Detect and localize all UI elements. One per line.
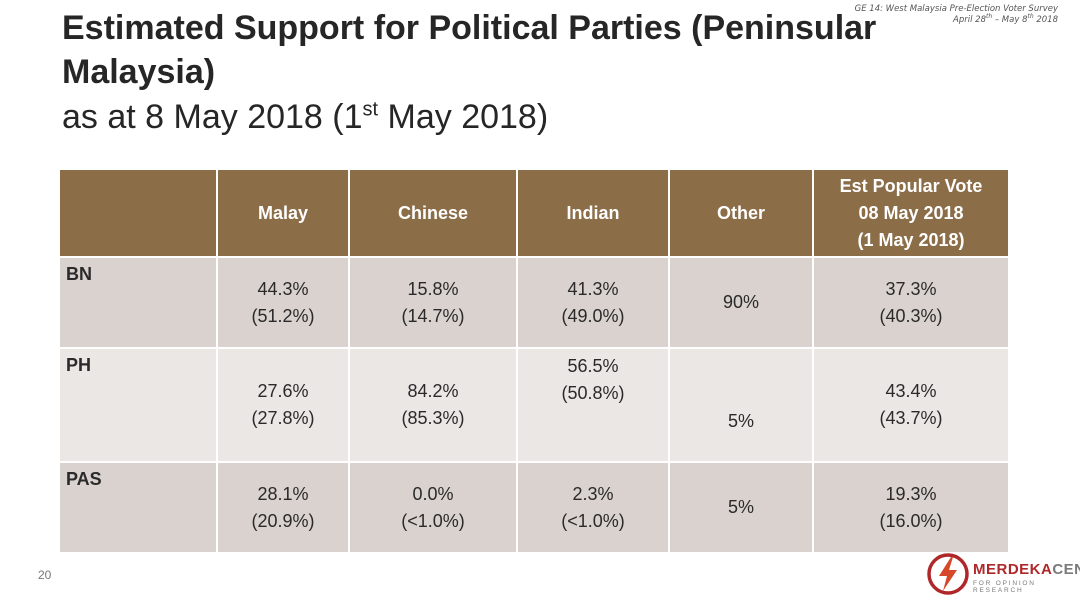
value-current: 41.3%: [567, 278, 619, 299]
value-previous: (<1.0%): [401, 510, 465, 531]
value-previous: (14.7%): [401, 305, 465, 326]
party-name: PH: [58, 347, 218, 463]
header-party: [58, 168, 218, 258]
table-row-bn: BN 44.3% (51.2%) 15.8% (14.7%) 41.3% (49.0%…: [58, 256, 1010, 349]
survey-date-start: April 28: [953, 15, 986, 25]
value-current: 43.4%: [885, 381, 937, 401]
header-malay: Malay: [216, 168, 350, 258]
logo-tagline: FOR OPINION RESEARCH: [973, 580, 1036, 594]
merdeka-center-logo: MERDEKACENTER FOR OPINION RESEARCH: [926, 552, 1080, 600]
cell-popular-vote: 43.4% (43.7%): [812, 347, 1010, 463]
survey-date-sup1: th: [986, 13, 993, 21]
value-previous: (50.8%): [561, 383, 625, 403]
survey-date-mid: – May 8: [992, 15, 1028, 25]
cell-indian: 2.3% (<1.0%): [516, 461, 670, 554]
value-current: 2.3%: [572, 483, 614, 504]
logo-name-part2: CENTER: [1052, 561, 1080, 578]
table-row-ph: PH 27.6% (27.8%) 84.2% (85.3%) 56.5% (50.8%…: [58, 347, 1010, 463]
value-previous: (<1.0%): [561, 510, 625, 531]
page-title: Estimated Support for Political Parties …: [62, 9, 877, 91]
value-current: 27.6%: [257, 381, 309, 401]
cell-chinese: 0.0% (<1.0%): [348, 461, 518, 554]
party-name: BN: [58, 256, 218, 349]
cell-popular-vote: 19.3% (16.0%): [812, 461, 1010, 554]
value-current: 44.3%: [257, 278, 309, 299]
header-chinese: Chinese: [348, 168, 518, 258]
value-previous: (51.2%): [251, 305, 315, 326]
value-current: 28.1%: [257, 483, 309, 504]
value-previous: (40.3%): [879, 305, 943, 326]
value-current: 56.5%: [567, 356, 619, 376]
cell-malay: 28.1% (20.9%): [216, 461, 350, 554]
cell-malay: 44.3% (51.2%): [216, 256, 350, 349]
survey-note-line2: April 28th – May 8th 2018: [855, 13, 1058, 26]
subtitle-suffix: May 2018): [378, 98, 549, 136]
survey-date-year: 2018: [1033, 15, 1058, 25]
value-previous: (20.9%): [251, 510, 315, 531]
title-block: Estimated Support for Political Parties …: [62, 6, 922, 140]
value-previous: (85.3%): [401, 408, 465, 428]
logo-name-part1: MERDEKA: [973, 561, 1053, 578]
header-popular-vote: Est Popular Vote 08 May 2018 (1 May 2018…: [812, 168, 1010, 258]
cell-other: 90%: [668, 256, 814, 349]
subtitle-sup: st: [362, 98, 379, 121]
cell-indian: 56.5% (50.8%): [516, 347, 670, 463]
table-row-pas: PAS 28.1% (20.9%) 0.0% (<1.0%) 2.3% (<1.0%)…: [58, 461, 1010, 554]
table-header-row: Malay Chinese Indian Other Est Popular V…: [58, 168, 1010, 258]
subtitle-prefix: as at 8 May 2018 (1: [62, 98, 363, 136]
survey-note-line1: GE 14: West Malaysia Pre-Election Voter …: [854, 4, 1058, 14]
header-popular-line2: 08 May 2018: [858, 202, 964, 223]
value-previous: (49.0%): [561, 305, 625, 326]
header-popular-line1: Est Popular Vote: [839, 175, 983, 196]
cell-other: 5%: [668, 461, 814, 554]
value-previous: (43.7%): [879, 408, 943, 428]
value-current: 84.2%: [407, 381, 459, 401]
cell-chinese: 84.2% (85.3%): [348, 347, 518, 463]
lightning-circle-icon: [927, 553, 969, 595]
cell-chinese: 15.8% (14.7%): [348, 256, 518, 349]
cell-other: 5%: [668, 347, 814, 463]
cell-malay: 27.6% (27.8%): [216, 347, 350, 463]
page-number: 20: [38, 568, 52, 582]
header-popular-line3: (1 May 2018): [857, 229, 965, 250]
header-indian: Indian: [516, 168, 670, 258]
survey-note: GE 14: West Malaysia Pre-Election Voter …: [855, 4, 1058, 26]
survey-date-sup2: th: [1027, 13, 1034, 21]
value-current: 19.3%: [885, 483, 937, 504]
logo-name: MERDEKACENTER: [973, 561, 1080, 578]
value-previous: (27.8%): [251, 408, 315, 428]
header-other: Other: [668, 168, 814, 258]
value-previous: (16.0%): [879, 510, 943, 531]
party-name: PAS: [58, 461, 218, 554]
value-current: 37.3%: [885, 278, 937, 299]
support-table: Malay Chinese Indian Other Est Popular V…: [58, 168, 1010, 554]
value-current: 15.8%: [407, 278, 459, 299]
cell-popular-vote: 37.3% (40.3%): [812, 256, 1010, 349]
value-current: 0.0%: [412, 483, 454, 504]
cell-indian: 41.3% (49.0%): [516, 256, 670, 349]
page-subtitle: as at 8 May 2018 (1st May 2018): [62, 94, 922, 140]
